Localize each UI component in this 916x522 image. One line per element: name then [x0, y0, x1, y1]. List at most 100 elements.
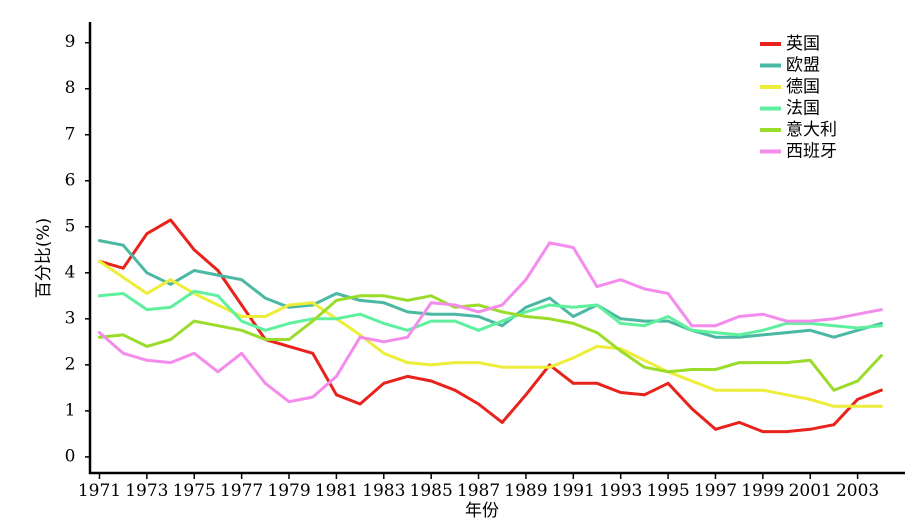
data-point	[808, 319, 812, 323]
data-point	[690, 324, 694, 328]
data-point	[737, 335, 741, 339]
data-point	[595, 381, 599, 385]
data-point	[785, 319, 788, 323]
data-point	[856, 312, 859, 316]
x-tick-label: 1993	[599, 481, 642, 501]
x-tick-label: 1973	[125, 481, 168, 501]
data-point	[169, 305, 173, 309]
data-point	[145, 345, 149, 348]
data-point	[737, 361, 741, 364]
data-point	[714, 368, 717, 371]
data-point	[690, 328, 694, 332]
data-point	[666, 292, 670, 295]
data-point	[595, 303, 599, 307]
data-point	[832, 404, 836, 408]
data-point	[524, 315, 528, 318]
data-point	[358, 312, 362, 316]
data-point	[666, 370, 670, 374]
y-ticks: 0 1 2 3 4 5 6 7 8 9	[65, 32, 90, 466]
data-point	[192, 351, 196, 355]
x-tick-label: 1971	[78, 481, 121, 501]
data-point	[311, 351, 315, 355]
data-point	[737, 333, 741, 337]
data-point	[477, 303, 480, 307]
data-point	[429, 294, 433, 298]
legend-label: 法国	[786, 99, 820, 119]
data-point	[453, 388, 457, 392]
data-point	[808, 358, 812, 362]
data-point	[643, 365, 646, 369]
data-point	[832, 317, 836, 321]
data-point	[382, 381, 386, 385]
data-point	[145, 232, 149, 236]
data-point	[690, 379, 694, 383]
data-point	[429, 312, 433, 316]
data-point	[619, 391, 623, 394]
data-point	[263, 338, 267, 341]
data-point	[524, 278, 528, 282]
data-point	[382, 351, 386, 355]
data-point	[192, 269, 196, 272]
data-point	[571, 315, 575, 318]
data-point	[808, 328, 812, 332]
data-point	[714, 427, 717, 431]
data-point	[240, 278, 244, 282]
data-point	[832, 423, 836, 427]
x-tick-label: 2001	[789, 481, 832, 501]
data-point	[382, 294, 386, 298]
data-point	[595, 345, 599, 348]
data-point	[643, 319, 646, 323]
data-point	[240, 319, 244, 323]
data-point	[121, 276, 125, 279]
data-point	[808, 322, 812, 325]
legend-label: 德国	[786, 77, 820, 97]
data-point	[121, 266, 125, 270]
legend-label: 欧盟	[786, 56, 820, 76]
data-point	[571, 305, 575, 309]
data-point	[548, 303, 551, 307]
data-point	[216, 324, 220, 328]
data-point	[879, 324, 883, 328]
data-point	[666, 319, 670, 323]
data-point	[358, 294, 362, 298]
data-point	[406, 335, 409, 339]
data-point	[856, 404, 859, 408]
data-point	[832, 324, 836, 328]
data-point	[761, 328, 765, 332]
x-tick-label: 1981	[315, 481, 358, 501]
data-point	[169, 218, 173, 222]
data-point	[406, 328, 409, 332]
data-point	[785, 393, 788, 397]
series-line-1	[98, 239, 883, 339]
data-point	[500, 365, 504, 369]
data-point	[548, 296, 551, 300]
data-point	[714, 335, 717, 339]
legend-label: 英国	[786, 34, 820, 54]
data-point	[98, 294, 101, 298]
data-point	[429, 301, 433, 305]
data-point	[240, 328, 244, 332]
data-point	[121, 292, 125, 295]
data-point	[690, 368, 694, 371]
data-point	[263, 296, 267, 300]
data-point	[311, 301, 315, 305]
data-point	[382, 322, 386, 325]
data-point	[737, 315, 741, 318]
data-point	[216, 273, 220, 277]
data-point	[500, 319, 504, 323]
data-point	[335, 317, 338, 321]
data-point	[714, 388, 717, 392]
data-point	[335, 393, 338, 397]
y-tick-label: 7	[65, 124, 76, 144]
data-point	[761, 388, 765, 392]
data-point	[619, 322, 623, 325]
series-line-3	[98, 289, 883, 337]
x-axis-title: 年份	[465, 501, 499, 521]
data-point	[879, 308, 883, 311]
x-tick-label: 1983	[362, 481, 405, 501]
data-point	[785, 361, 788, 364]
data-point	[714, 324, 717, 328]
x-tick-label: 1979	[267, 481, 310, 501]
data-point	[524, 310, 528, 314]
data-point	[121, 333, 125, 337]
